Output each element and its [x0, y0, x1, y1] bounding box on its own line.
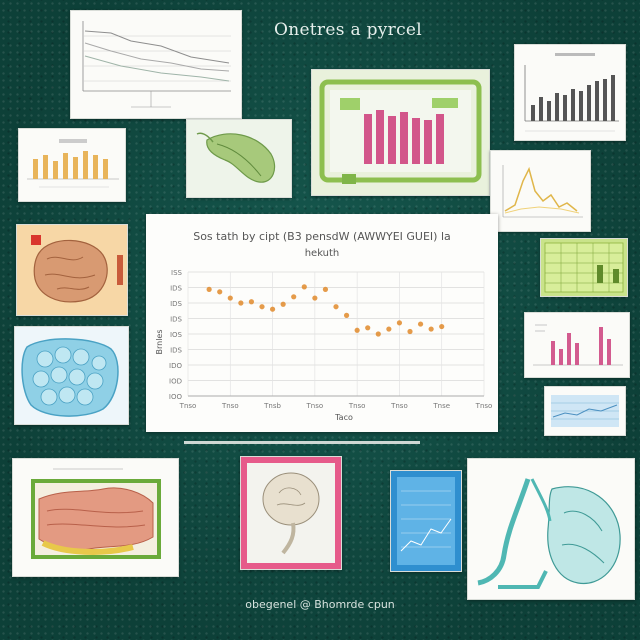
spreadsheet-thumbnail-graphic	[544, 242, 624, 293]
chart-subtitle: hekuth	[305, 248, 340, 259]
brain-organ-icon	[31, 235, 123, 303]
x-tick-label: Tnso	[348, 402, 366, 410]
scatter-point	[301, 284, 307, 290]
y-tick-label: ISS	[171, 269, 183, 277]
scatter-point	[386, 326, 392, 332]
x-tick-label: Tnse	[432, 402, 450, 410]
scatter-point	[417, 321, 424, 327]
data-screen-thumbnail[interactable]	[390, 470, 462, 572]
scatter-point	[439, 323, 445, 330]
bar-chart-thumbnail-small-graphic	[27, 139, 119, 188]
scatter-point	[312, 295, 318, 301]
page-title: Onetres a pyrcel	[273, 20, 423, 40]
line-chart-thumbnail-yellow-graphic	[502, 165, 583, 218]
x-tick-label: Tnso	[179, 402, 197, 410]
y-tick-label: IDS	[170, 316, 182, 324]
scatter-point	[217, 289, 223, 295]
bar-chart-thumbnail-pink-graphic	[533, 324, 623, 366]
scatter-chart-svg: Sos tath by cipt (B3 pensdW (AWWYEI GUEI…	[155, 230, 493, 422]
y-tick-label: IDS	[170, 347, 182, 355]
scatter-point	[280, 301, 286, 307]
data-screen-graphic	[397, 477, 455, 565]
y-tick-label: IDS	[170, 285, 182, 293]
y-axis-label: Brnles	[155, 329, 164, 354]
bar-chart-thumbnail-dark[interactable]	[514, 44, 626, 141]
scatter-point	[248, 299, 255, 305]
main-scatter-chart[interactable]: Sos tath by cipt (B3 pensdW (AWWYEI GUEI…	[146, 214, 498, 432]
spreadsheet-thumbnail[interactable]	[540, 238, 628, 297]
page-footer: obegenel @ Bhomrde cpun	[245, 598, 395, 611]
chart-title: Sos tath by cipt (B3 pensdW (AWWYEI GUEI…	[193, 230, 451, 243]
scatter-point	[365, 325, 371, 331]
intestine-icon	[31, 468, 161, 559]
scatter-point	[407, 328, 413, 335]
brain-illustration-card[interactable]	[16, 224, 128, 316]
x-tick-label: Tnsb	[263, 402, 281, 410]
x-tick-label: Tnso	[221, 402, 239, 410]
scatter-point	[227, 295, 233, 301]
divider	[184, 441, 420, 444]
scatter-point	[428, 326, 434, 332]
scatter-point	[396, 320, 403, 326]
neuron-illustration-card[interactable]	[240, 456, 342, 570]
leaf-organ-icon	[196, 132, 276, 183]
neuron-icon	[247, 463, 335, 563]
x-tick-label: Tnso	[475, 402, 493, 410]
bar-chart-thumbnail-green[interactable]	[311, 69, 490, 196]
x-tick-label: Tnso	[390, 402, 408, 410]
lung-illustration-card[interactable]	[467, 458, 635, 600]
x-axis-label: Taco	[334, 413, 353, 422]
scatter-point	[375, 331, 381, 337]
y-tick-label: IOS	[170, 331, 183, 339]
table-thumbnail[interactable]	[544, 386, 626, 436]
lung-organ-icon	[477, 478, 621, 589]
bar-chart-thumbnail-small[interactable]	[18, 128, 126, 202]
bar-chart-thumbnail-pink[interactable]	[524, 312, 630, 378]
scatter-point	[269, 306, 276, 312]
scatter-points	[206, 284, 445, 337]
bar-chart-thumbnail-dark-graphic	[524, 53, 619, 132]
organ-illustration-card[interactable]	[186, 119, 292, 198]
digestive-illustration-card[interactable]	[12, 458, 179, 577]
table-thumbnail-graphic	[551, 395, 619, 427]
y-tick-label: IDS	[170, 300, 182, 308]
scatter-point	[354, 327, 360, 333]
line-chart-thumbnail[interactable]	[70, 10, 242, 119]
y-tick-labels: ISS IDS IDS IDS IOS IDS IDO IOD IOO	[169, 269, 183, 401]
line-chart-thumbnail-graphic	[82, 21, 231, 108]
x-tick-labels: Tnso Tnso Tnsb Tnso Tnso Tnso Tnse Tnso	[179, 402, 493, 410]
scatter-point	[343, 312, 350, 318]
scatter-point	[333, 304, 339, 310]
bar-chart-thumbnail-green-graphic	[319, 79, 482, 184]
scatter-point	[206, 286, 212, 292]
scatter-point	[291, 294, 297, 300]
scatter-point	[259, 304, 265, 310]
chart-grid	[187, 271, 485, 397]
line-chart-thumbnail-yellow[interactable]	[490, 150, 591, 232]
y-tick-label: IOO	[169, 393, 183, 401]
x-tick-label: Tnso	[306, 402, 324, 410]
y-tick-label: IOD	[169, 378, 182, 386]
scatter-point	[322, 286, 329, 292]
scatter-point	[238, 300, 244, 306]
cell-cluster-icon	[21, 338, 119, 417]
cell-illustration-card[interactable]	[14, 326, 129, 425]
y-tick-label: IDO	[169, 362, 182, 370]
